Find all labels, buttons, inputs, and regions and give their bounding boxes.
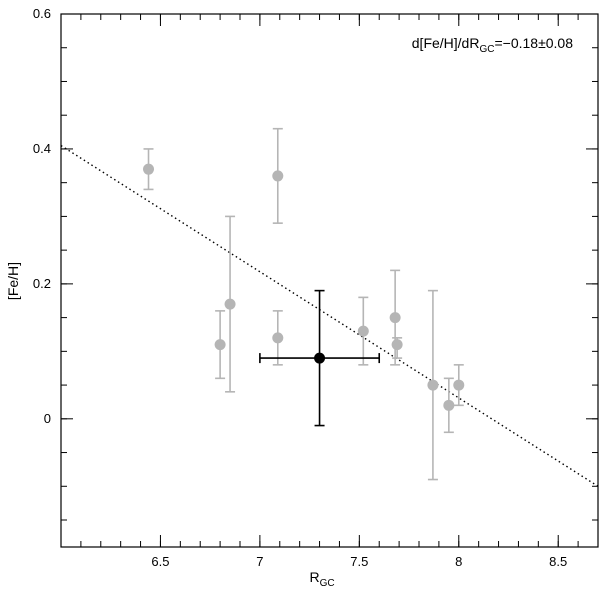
axis-ticks: 6.5 7 7.5 8 8.5 0 0.2 0.4 0.6 [33, 6, 599, 569]
data-point [391, 339, 403, 351]
data-point [314, 352, 326, 364]
fit-line-group [60, 144, 599, 487]
data-point [272, 332, 284, 344]
plot-frame [60, 13, 599, 548]
data-point [143, 163, 155, 175]
y-axis-label: [Fe/H] [5, 262, 21, 300]
x-tick-label: 8.5 [549, 554, 567, 569]
fit-line [60, 144, 599, 487]
annotation-prefix: d[Fe/H]/dR [412, 35, 480, 51]
data-point [427, 379, 439, 391]
x-axis-label: RGC [309, 569, 334, 589]
x-axis-label-main: R [309, 569, 319, 585]
data-point [214, 339, 226, 351]
data-point [272, 170, 284, 182]
x-tick-label: 7.5 [350, 554, 368, 569]
x-tick-label: 8 [455, 554, 462, 569]
x-tick-label: 7 [256, 554, 263, 569]
y-tick-label: 0 [44, 411, 51, 426]
annotation-suffix: =−0.18±0.08 [494, 35, 573, 51]
x-axis-label-sub: GC [320, 578, 335, 589]
data-point [357, 325, 369, 337]
data-points [143, 127, 465, 481]
y-tick-label: 0.4 [33, 141, 51, 156]
slope-annotation: d[Fe/H]/dRGC=−0.18±0.08 [412, 35, 573, 55]
data-point [224, 298, 236, 310]
y-tick-label: 0.6 [33, 6, 51, 21]
annotation-sub: GC [479, 44, 494, 55]
data-point [453, 379, 465, 391]
data-point [443, 399, 455, 411]
data-point [389, 312, 401, 324]
y-tick-label: 0.2 [33, 276, 51, 291]
x-tick-label: 6.5 [151, 554, 169, 569]
